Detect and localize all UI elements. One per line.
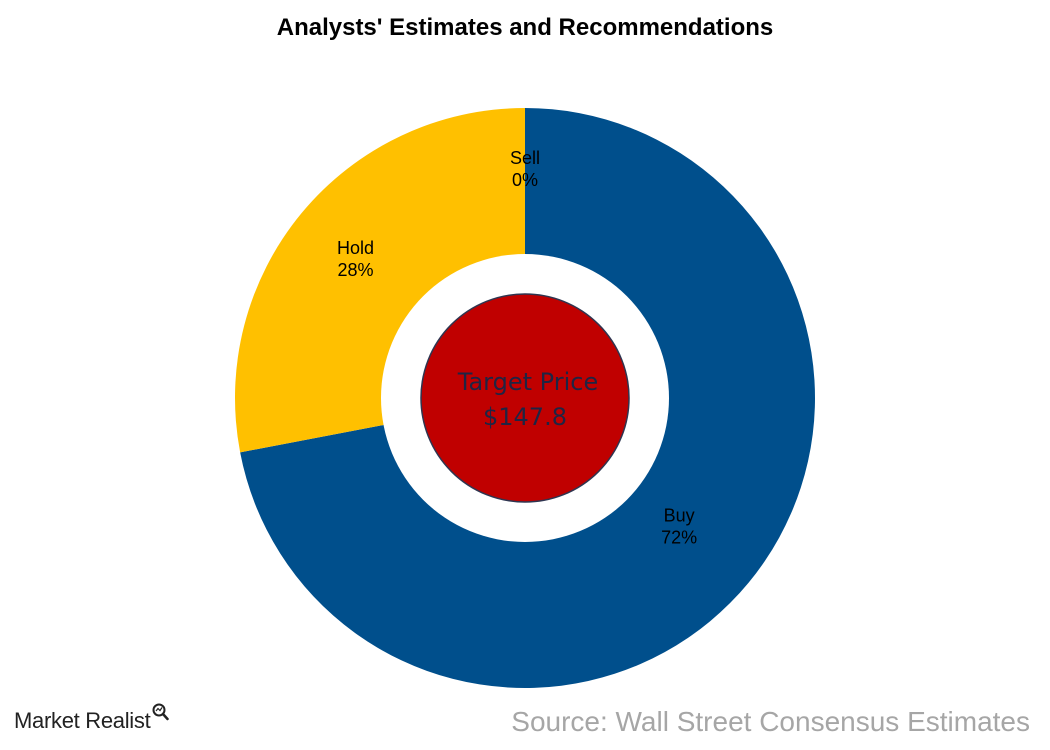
chart-title: Analysts' Estimates and Recommendations: [276, 14, 774, 41]
slice-value-buy: 72%: [661, 527, 697, 547]
slice-value-sell: 0%: [512, 170, 538, 190]
slice-value-hold: 28%: [337, 260, 373, 280]
source-note: Source: Wall Street Consensus Estimates: [511, 706, 1030, 737]
target-price-disc: [420, 293, 630, 503]
slice-label-sell: Sell: [510, 148, 540, 168]
brand-logo: Market Realist: [14, 703, 170, 734]
slice-label-hold: Hold: [337, 238, 374, 258]
slice-label-buy: Buy: [664, 505, 695, 525]
target-price-value: $147.8: [483, 403, 567, 431]
target-price-label: Target Price: [457, 368, 598, 396]
magnifier-icon: [151, 702, 170, 728]
brand-name: Market Realist: [14, 708, 151, 733]
